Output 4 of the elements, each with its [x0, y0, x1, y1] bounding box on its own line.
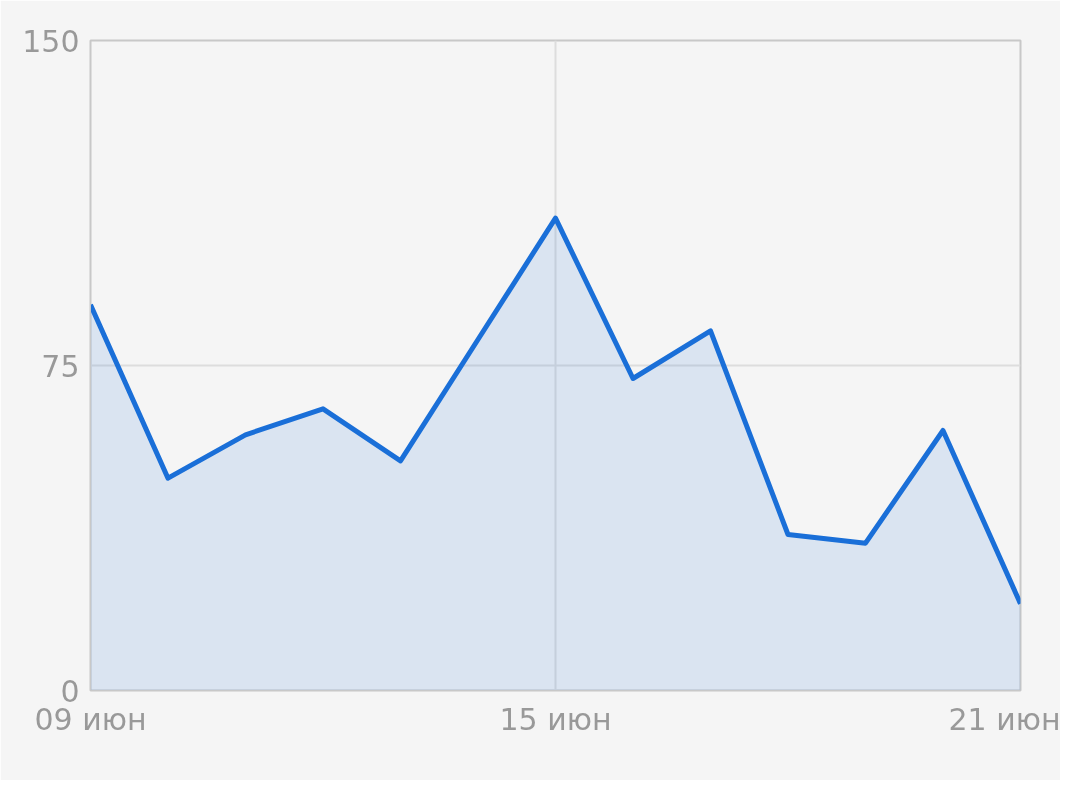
- y-tick-label: 75: [41, 348, 80, 384]
- y-tick-label: 150: [22, 23, 80, 59]
- x-tick-label: 15 июн: [499, 701, 612, 737]
- x-tick-label: 21 июн: [948, 701, 1061, 737]
